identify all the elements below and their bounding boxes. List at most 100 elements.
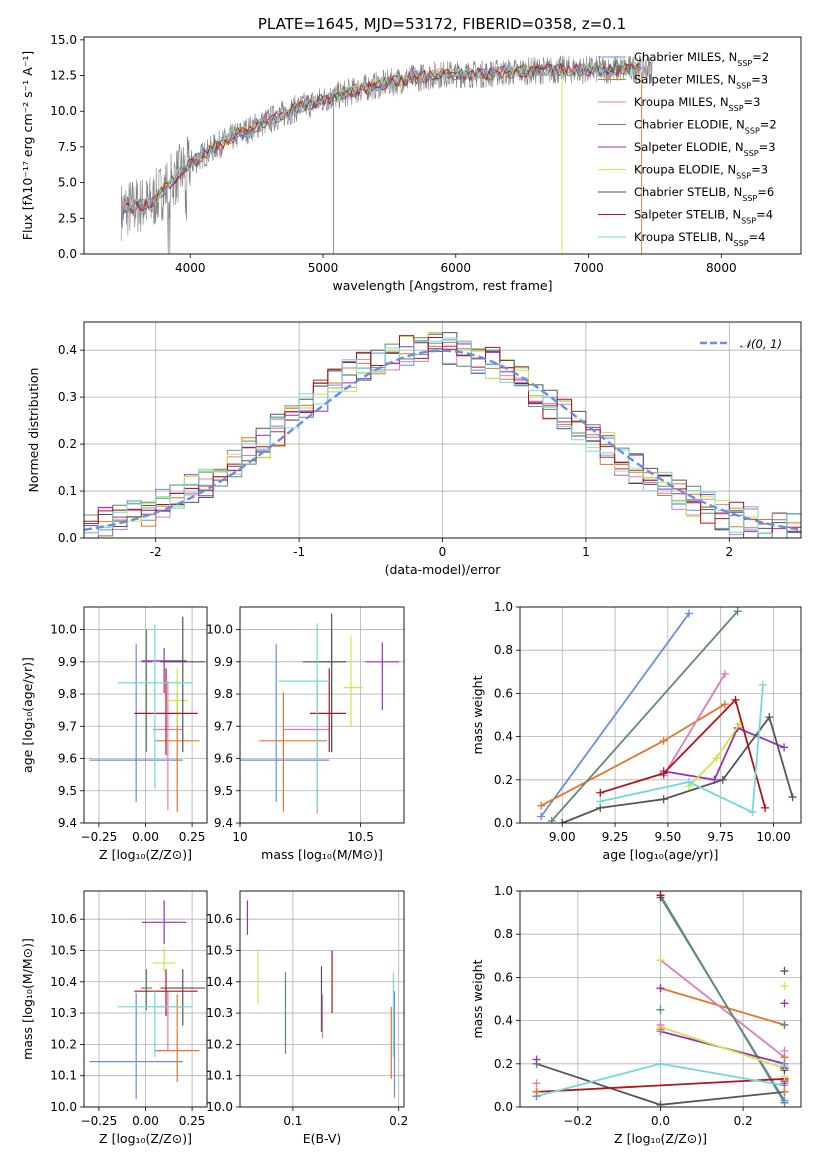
plus-marker — [537, 812, 546, 821]
y-tick-label: 9.7 — [58, 719, 77, 733]
plus-marker — [780, 982, 789, 991]
legend-label: Chabrier MILES, NSSP=2 — [634, 50, 769, 68]
y-tick-label: 10.2 — [50, 1037, 77, 1051]
model-spectrum-line — [124, 62, 641, 215]
x-tick-label: 9.75 — [707, 830, 734, 844]
mass-weight-line — [551, 610, 739, 822]
plus-marker — [656, 891, 665, 900]
y-tick-label: 0.0 — [58, 247, 77, 261]
y-tick-label: 10.4 — [50, 975, 77, 989]
x-tick-label: 8000 — [706, 261, 737, 275]
x-axis-label: Z [log₁₀(Z/Z⊙)] — [99, 1131, 192, 1146]
plus-marker — [685, 609, 694, 618]
normal-reference-curve — [84, 349, 801, 531]
plot-area — [84, 607, 207, 823]
y-tick-label: 10.2 — [206, 1037, 233, 1051]
mass-weight-line — [561, 715, 794, 823]
x-tick-label: 10.5 — [347, 830, 374, 844]
y-tick-label: 0.2 — [494, 1057, 513, 1071]
axis-spines — [83, 890, 208, 1108]
plus-marker — [780, 1046, 789, 1055]
y-tick-label: 7.5 — [58, 140, 77, 154]
axis-frame: −0.25 0.00 0.25 10.0 10.1 10.2 10.3 10.4 10.5 10.… — [20, 890, 208, 1146]
y-tick-label: 0.4 — [494, 1014, 513, 1028]
axis-spines — [239, 606, 405, 824]
x-tick-label: 0.0 — [651, 1114, 670, 1128]
plus-marker — [718, 775, 727, 784]
axis-spines — [519, 606, 802, 824]
y-tick-label: 10.5 — [206, 943, 233, 957]
x-tick-label: 2 — [725, 545, 733, 559]
y-tick-label: 9.6 — [214, 752, 233, 766]
axis-spines — [83, 36, 802, 255]
y-tick-label: 9.8 — [214, 687, 233, 701]
legend-label: Kroupa STELIB, NSSP=4 — [634, 230, 765, 248]
y-tick-label: 10.0 — [50, 1100, 77, 1114]
plot-area — [240, 607, 404, 823]
plus-marker — [656, 1059, 665, 1068]
axis-frame: 9.00 9.25 9.50 9.75 10.00 0.0 0.2 0.4 0.6 0.8 1.0 a… — [470, 600, 802, 862]
axis-frame: -2 -1 0 1 2 0.0 0.1 0.2 0.3 0.4 (data-model)/error… — [26, 321, 802, 577]
plus-marker — [731, 695, 740, 704]
model-spectrum-line — [124, 61, 641, 215]
x-axis-label: Z [log₁₀(Z/Z⊙)] — [614, 1131, 707, 1146]
y-tick-label: 2.5 — [58, 211, 77, 225]
figure-title: PLATE=1645, MJD=53172, FIBERID=0358, z=0… — [258, 15, 626, 33]
x-tick-label: 0.25 — [179, 1114, 206, 1128]
histogram-step-line — [84, 337, 801, 538]
plot-area — [520, 607, 801, 823]
plot-area — [520, 891, 801, 1107]
axes-mass-vs-E(B-V): 0.1 0.2 10.0 10.1 10.2 10.3 10.4 10.5 10.6 E(B-V) — [206, 890, 408, 1146]
plot-area — [120, 53, 653, 254]
y-axis-label: Flux [fλ10⁻¹⁷ erg cm⁻² s⁻¹ A⁻¹] — [20, 51, 35, 240]
y-tick-label: 5.0 — [58, 176, 77, 190]
y-tick-label: 10.6 — [206, 912, 233, 926]
y-tick-label: 0.1 — [58, 484, 77, 498]
plot-area — [84, 322, 801, 538]
plus-marker — [758, 680, 767, 689]
x-tick-label: −0.25 — [81, 1114, 118, 1128]
plus-marker — [720, 700, 729, 709]
plus-marker — [780, 743, 789, 752]
axes-mass-weight-vs-age: 9.00 9.25 9.50 9.75 10.00 0.0 0.2 0.4 0.6 0.8 1.0 a… — [470, 600, 802, 862]
plus-marker — [659, 769, 668, 778]
plus-marker — [596, 797, 605, 806]
axes-age-vs-mass: 10 10.5 9.4 9.5 9.6 9.7 9.8 9.9 10.0 mass [log₁₀(… — [206, 606, 405, 862]
plus-marker — [720, 669, 729, 678]
legend-label: Kroupa ELODIE, NSSP=3 — [634, 163, 768, 181]
y-tick-label: 0.4 — [58, 343, 77, 357]
y-tick-label: 10.3 — [50, 1006, 77, 1020]
plus-marker — [659, 795, 668, 804]
plus-marker — [733, 607, 742, 616]
plus-marker — [748, 808, 757, 817]
y-tick-label: 0.3 — [58, 390, 77, 404]
y-tick-label: 9.8 — [58, 687, 77, 701]
axis-spines — [239, 890, 405, 1108]
y-tick-label: 9.5 — [58, 784, 77, 798]
y-tick-label: 10.0 — [206, 1100, 233, 1114]
plus-marker — [532, 1087, 541, 1096]
y-tick-label: 10.3 — [206, 1006, 233, 1020]
plus-marker — [780, 966, 789, 975]
x-tick-label: −0.25 — [81, 830, 118, 844]
plus-marker — [712, 754, 721, 763]
y-tick-label: 9.7 — [214, 719, 233, 733]
plot-area — [240, 891, 404, 1107]
y-tick-label: 0.0 — [494, 816, 513, 830]
plus-marker — [596, 788, 605, 797]
axes-spectrum: 4000 5000 6000 7000 8000 0.0 2.5 5.0 7.5 10.0 12.5… — [20, 33, 802, 293]
x-tick-label: 0.00 — [132, 830, 159, 844]
plus-marker — [780, 999, 789, 1008]
plus-marker — [532, 1079, 541, 1088]
y-tick-label: 10.0 — [50, 623, 77, 637]
x-tick-label: -2 — [150, 545, 162, 559]
y-tick-label: 0.6 — [494, 686, 513, 700]
x-tick-label: 0.2 — [734, 1114, 753, 1128]
axis-spines — [519, 890, 802, 1108]
legend-label: Chabrier ELODIE, NSSP=2 — [634, 118, 777, 136]
y-tick-label: 9.9 — [58, 655, 77, 669]
y-tick-label: 0.2 — [494, 773, 513, 787]
x-tick-label: 0.1 — [283, 1114, 302, 1128]
y-tick-label: 1.0 — [494, 884, 513, 898]
y-tick-label: 10.1 — [50, 1069, 77, 1083]
